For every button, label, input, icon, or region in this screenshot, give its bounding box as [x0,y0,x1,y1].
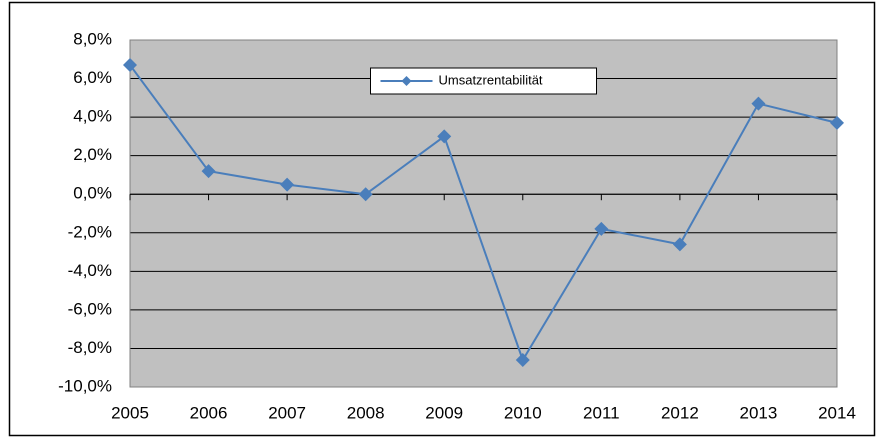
data-point [437,129,452,144]
data-point [751,96,766,111]
y-tick-label: -10,0% [58,376,112,395]
data-line [129,64,838,363]
x-tick-label: 2007 [268,403,306,422]
x-tick-label: 2011 [583,403,620,422]
data-point [515,353,530,368]
y-tick-label: -4,0% [68,261,112,280]
plot-border [129,39,838,388]
y-tick-label: -6,0% [68,299,112,318]
y-tick-label: 2,0% [73,145,112,164]
x-tick-label: 2008 [347,403,385,422]
x-tick-label: 2006 [190,403,228,422]
x-tick-label: 2005 [111,403,149,422]
data-point [123,58,137,73]
data-point [280,177,295,192]
data-point [672,237,687,252]
y-tick-label: -2,0% [68,222,112,241]
y-tick-label: 8,0% [73,29,112,48]
legend-marker [401,76,412,86]
x-tick-label: 2009 [425,403,463,422]
plot-area [130,40,837,387]
x-tick-label: 2013 [740,403,778,422]
legend-label: Umsatzrentabilität [439,72,543,87]
y-tick-label: -8,0% [68,338,112,357]
x-tick-label: 2010 [504,403,542,422]
data-point [830,115,844,130]
y-tick-label: 6,0% [73,68,112,87]
data-point [594,221,609,236]
x-tick-label: 2014 [818,403,856,422]
x-tick-label: 2012 [661,403,699,422]
data-point [358,187,373,202]
y-tick-label: 4,0% [73,107,112,126]
data-point [201,164,216,179]
y-tick-label: 0,0% [73,184,112,203]
